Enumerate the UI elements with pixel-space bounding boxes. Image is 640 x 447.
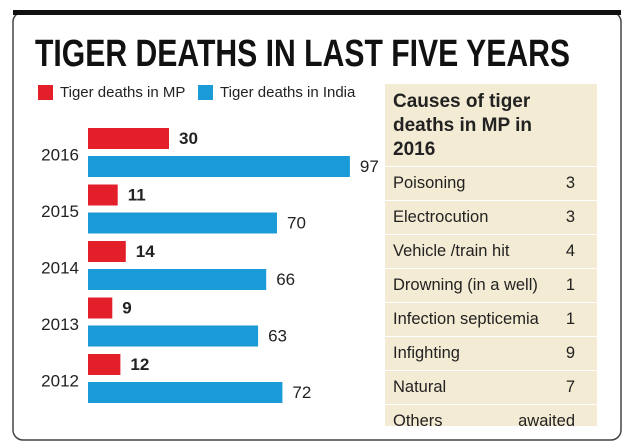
value-label: 97 xyxy=(360,157,379,176)
legend-swatch xyxy=(198,85,213,100)
value-label: 14 xyxy=(136,242,155,261)
value-label: 63 xyxy=(268,326,287,345)
top-rule xyxy=(13,10,621,15)
bar xyxy=(88,212,277,234)
legend-label: Tiger deaths in MP xyxy=(60,84,185,101)
cause-row: Infighting 9 xyxy=(385,336,597,370)
cause-label: Others xyxy=(393,412,443,430)
cause-label: Vehicle /train hit xyxy=(393,242,510,260)
bar xyxy=(88,297,113,319)
cause-count: 9 xyxy=(565,344,575,362)
bar xyxy=(88,128,169,149)
cause-count: 7 xyxy=(565,378,575,396)
legend-label: Tiger deaths in India xyxy=(220,84,356,101)
value-label: 9 xyxy=(122,298,131,317)
bar xyxy=(88,241,126,262)
value-label: 30 xyxy=(179,129,198,148)
value-label: 12 xyxy=(130,355,149,374)
bar xyxy=(88,382,283,403)
cause-row: Infection septicemia 1 xyxy=(385,302,597,336)
cause-row: Drowning (in a well) 1 xyxy=(385,268,597,302)
cause-row: Natural 7 xyxy=(385,370,597,404)
causes-table: Poisoning 3 Electrocution 3 Vehicle /train h… xyxy=(385,166,597,438)
bar xyxy=(88,156,350,177)
value-label: 72 xyxy=(292,383,311,402)
panel-title: Causes of tiger deaths in MP in 2016 xyxy=(393,91,533,160)
cause-row: Others awaited xyxy=(385,404,597,438)
bar xyxy=(88,354,121,375)
cause-label: Drowning (in a well) xyxy=(393,276,538,294)
causes-panel: Causes of tiger deaths in MP in 2016 Poi… xyxy=(385,84,597,430)
chart-title: TIGER DEATHS IN LAST FIVE YEARS xyxy=(35,33,570,75)
cause-count: 1 xyxy=(565,276,575,294)
cause-count: 1 xyxy=(565,310,575,328)
y-tick-label: 2015 xyxy=(41,202,79,221)
cause-row: Electrocution 3 xyxy=(385,200,597,234)
bar xyxy=(88,325,259,347)
y-tick-label: 2014 xyxy=(41,258,79,277)
cause-row: Poisoning 3 xyxy=(385,166,597,200)
cause-row: Vehicle /train hit 4 xyxy=(385,234,597,268)
cause-count: awaited xyxy=(518,412,575,430)
cause-count: 3 xyxy=(565,208,575,226)
y-tick-label: 2013 xyxy=(41,315,79,334)
bar xyxy=(88,184,118,206)
y-tick-label: 2016 xyxy=(41,145,79,164)
cause-count: 3 xyxy=(565,174,575,192)
cause-count: 4 xyxy=(565,242,575,260)
value-label: 66 xyxy=(276,270,295,289)
value-label: 70 xyxy=(287,213,306,232)
legend-swatch xyxy=(38,85,53,100)
bar xyxy=(88,269,267,290)
value-label: 11 xyxy=(128,185,146,204)
cause-label: Infection septicemia xyxy=(393,310,539,328)
cause-label: Poisoning xyxy=(393,174,466,192)
cause-label: Natural xyxy=(393,378,447,396)
cause-label: Infighting xyxy=(393,344,460,362)
y-tick-label: 2012 xyxy=(41,371,79,390)
cause-label: Electrocution xyxy=(393,208,489,226)
